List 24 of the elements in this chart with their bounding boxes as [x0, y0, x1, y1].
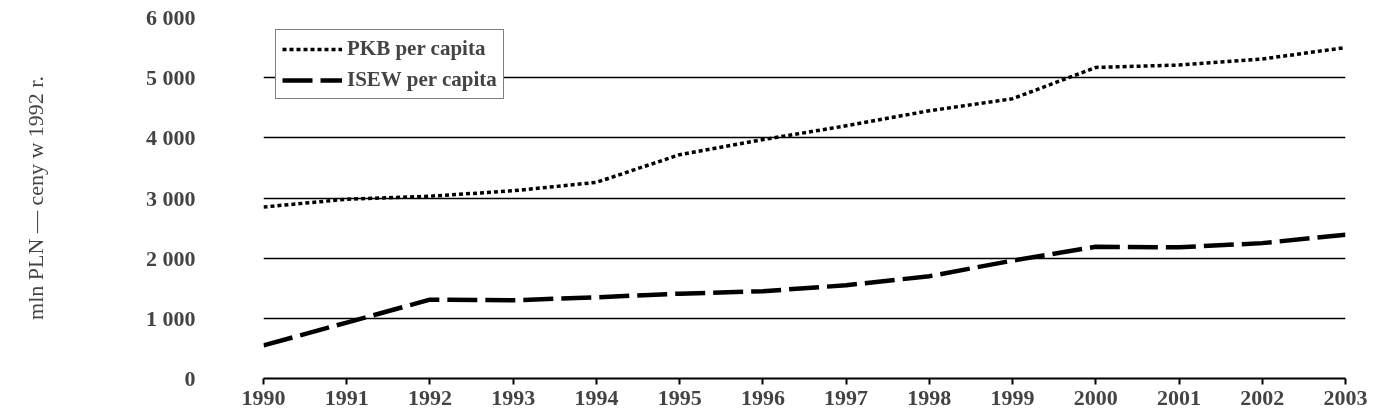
y-tick-label: 6 000 [146, 5, 196, 30]
x-tick-label: 2002 [1240, 384, 1285, 410]
x-tick-label: 1993 [491, 384, 536, 410]
x-tick-label: 1998 [907, 384, 952, 410]
x-tick-label: 2003 [1323, 384, 1368, 410]
x-tick-label: 2001 [1157, 384, 1202, 410]
y-tick-label: 1 000 [146, 305, 196, 331]
x-tick-label: 2000 [1073, 384, 1118, 410]
x-tick-label: 1994 [574, 384, 619, 410]
y-axis-title: mln PLN — ceny w 1992 r. [23, 76, 48, 320]
x-tick-label: 1995 [657, 384, 702, 410]
x-tick-label: 1990 [241, 384, 286, 410]
y-tick-label: 5 000 [146, 65, 196, 91]
x-tick-label: 1997 [824, 384, 869, 410]
x-tick-label: 1999 [990, 384, 1035, 410]
legend-label: PKB per capita [347, 36, 486, 61]
x-tick-label: 1992 [407, 384, 452, 410]
y-tick-label: 2 000 [146, 245, 196, 271]
x-tick-label: 1991 [324, 384, 369, 410]
y-tick-label: 0 [184, 366, 196, 391]
legend-label: ISEW per capita [347, 67, 497, 92]
y-tick-label: 3 000 [146, 185, 196, 211]
y-tick-label: 4 000 [146, 125, 196, 151]
x-tick-label: 1996 [740, 384, 785, 410]
